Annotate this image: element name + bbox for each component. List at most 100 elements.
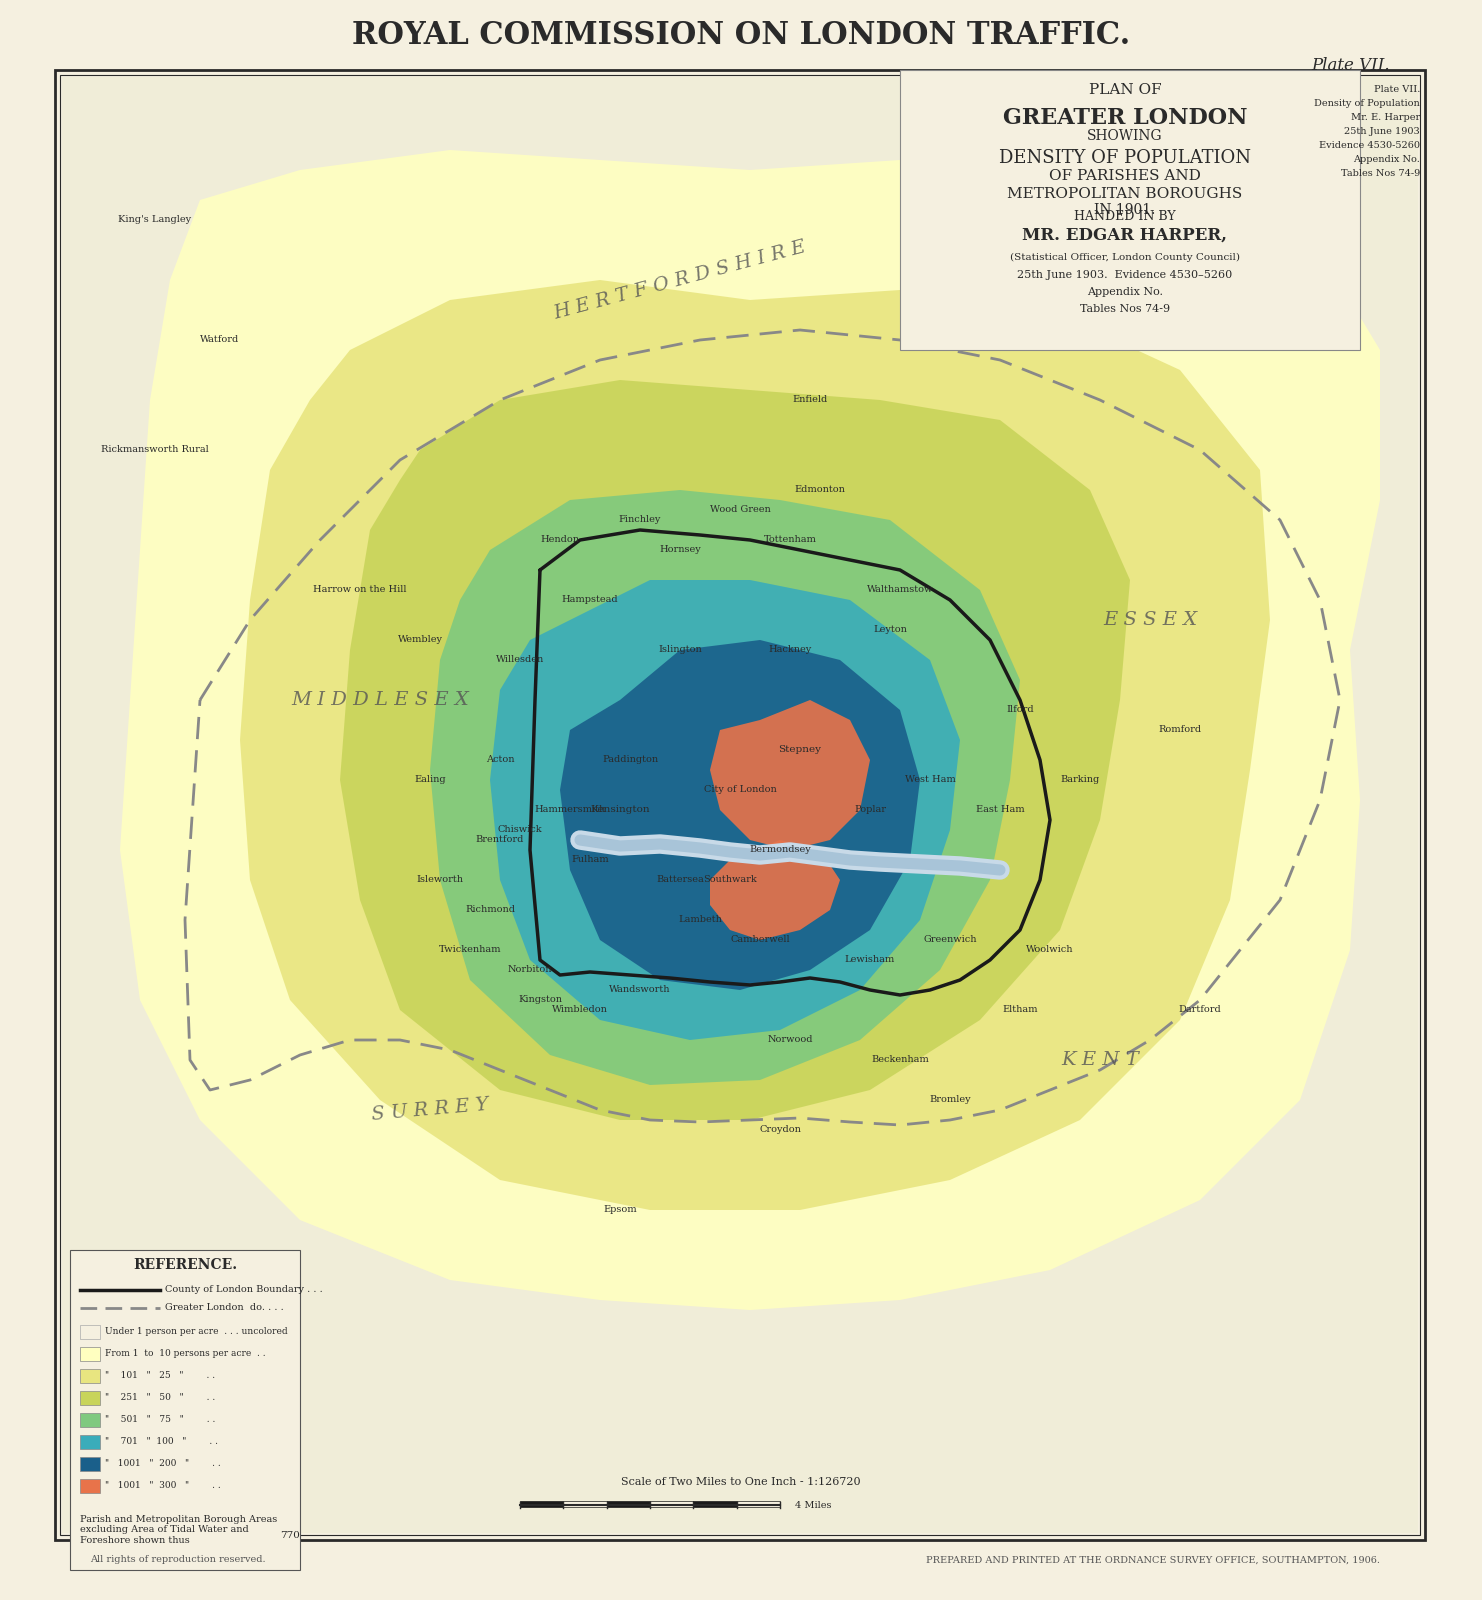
Text: Plate VII.: Plate VII. <box>1312 56 1390 74</box>
Text: Appendix No.: Appendix No. <box>1353 155 1420 165</box>
Polygon shape <box>560 640 920 990</box>
Text: Ilford: Ilford <box>1006 706 1034 715</box>
Polygon shape <box>120 150 1380 1310</box>
Text: "    701   "  100   "        . .: " 701 " 100 " . . <box>105 1437 218 1446</box>
Text: Hendon: Hendon <box>541 536 579 544</box>
Text: Parish and Metropolitan Borough Areas
excluding Area of Tidal Water and
Foreshor: Parish and Metropolitan Borough Areas ex… <box>80 1515 277 1546</box>
Bar <box>80 1347 99 1362</box>
Bar <box>694 1501 737 1507</box>
Text: Hackney: Hackney <box>768 645 812 654</box>
Text: Finchley: Finchley <box>619 515 661 525</box>
Text: Evidence 4530-5260: Evidence 4530-5260 <box>1319 141 1420 150</box>
Text: Wood Green: Wood Green <box>710 506 771 515</box>
Text: Woolwich: Woolwich <box>1026 946 1074 955</box>
Text: Eltham: Eltham <box>1002 1005 1037 1014</box>
Text: Battersea: Battersea <box>657 875 704 885</box>
Text: Norwood: Norwood <box>768 1035 812 1045</box>
Text: Ealing: Ealing <box>413 776 446 784</box>
Text: Wandsworth: Wandsworth <box>609 986 671 995</box>
Text: "    251   "   50   "        . .: " 251 " 50 " . . <box>105 1394 215 1403</box>
Text: From 1  to  10 persons per acre  . .: From 1 to 10 persons per acre . . <box>105 1349 265 1358</box>
Polygon shape <box>710 840 840 939</box>
Text: Wembley: Wembley <box>397 635 443 645</box>
Text: "   1001   "  200   "        . .: " 1001 " 200 " . . <box>105 1459 221 1469</box>
Text: Acton: Acton <box>486 755 514 765</box>
Text: Fulham: Fulham <box>571 856 609 864</box>
Text: Mr. E. Harper: Mr. E. Harper <box>1350 114 1420 123</box>
Text: "   1001   "  300   "        . .: " 1001 " 300 " . . <box>105 1482 221 1491</box>
Text: Enfield: Enfield <box>793 395 827 405</box>
Text: Tables Nos 74-9: Tables Nos 74-9 <box>1341 170 1420 179</box>
Text: Stepney: Stepney <box>778 746 821 755</box>
Text: West Ham: West Ham <box>904 776 956 784</box>
Text: Greater London  do. . . .: Greater London do. . . . <box>165 1304 283 1312</box>
Text: Beckenham: Beckenham <box>871 1056 929 1064</box>
Text: Romford: Romford <box>1159 725 1202 734</box>
Text: Scale of Two Miles to One Inch - 1:126720: Scale of Two Miles to One Inch - 1:12672… <box>621 1477 861 1486</box>
Bar <box>651 1501 694 1507</box>
Text: Richmond: Richmond <box>465 906 516 915</box>
Bar <box>563 1501 606 1507</box>
Text: Lambeth: Lambeth <box>679 915 722 925</box>
Text: Hornsey: Hornsey <box>659 546 701 555</box>
Text: 4 Miles: 4 Miles <box>794 1501 831 1509</box>
Text: Brentford: Brentford <box>476 835 525 845</box>
Text: PREPARED AND PRINTED AT THE ORDNANCE SURVEY OFFICE, SOUTHAMPTON, 1906.: PREPARED AND PRINTED AT THE ORDNANCE SUR… <box>926 1555 1380 1565</box>
Text: Southwark: Southwark <box>702 875 757 885</box>
Text: All rights of reproduction reserved.: All rights of reproduction reserved. <box>90 1555 265 1565</box>
Polygon shape <box>240 280 1270 1210</box>
Text: Lewisham: Lewisham <box>845 955 895 965</box>
Text: King's Langley: King's Langley <box>119 216 191 224</box>
Text: Bromley: Bromley <box>929 1096 971 1104</box>
Text: Walthamstow: Walthamstow <box>867 586 934 595</box>
Text: M I D D L E S E X: M I D D L E S E X <box>290 691 468 709</box>
Text: Wimbledon: Wimbledon <box>553 1005 608 1014</box>
Text: Barking: Barking <box>1061 776 1100 784</box>
Text: Norbiton: Norbiton <box>508 965 553 974</box>
Text: Leyton: Leyton <box>873 626 907 635</box>
Bar <box>80 1435 99 1450</box>
Text: S U R R E Y: S U R R E Y <box>370 1096 489 1125</box>
Text: Watford: Watford <box>200 336 240 344</box>
Bar <box>80 1325 99 1339</box>
Text: (Statistical Officer, London County Council): (Statistical Officer, London County Coun… <box>1011 253 1240 262</box>
Text: Dartford: Dartford <box>1178 1005 1221 1014</box>
Text: Willesden: Willesden <box>496 656 544 664</box>
Text: Poplar: Poplar <box>854 805 886 814</box>
Text: ROYAL COMMISSION ON LONDON TRAFFIC.: ROYAL COMMISSION ON LONDON TRAFFIC. <box>351 19 1131 51</box>
Text: Twickenham: Twickenham <box>439 946 501 955</box>
Text: REFERENCE.: REFERENCE. <box>133 1258 237 1272</box>
Polygon shape <box>491 579 960 1040</box>
Bar <box>900 70 1360 350</box>
Text: Kingston: Kingston <box>519 995 562 1005</box>
Text: Hammersmith: Hammersmith <box>535 805 606 814</box>
Text: H E R T F O R D S H I R E: H E R T F O R D S H I R E <box>551 237 808 323</box>
Text: 770: 770 <box>280 1531 299 1539</box>
Text: SHOWING: SHOWING <box>1088 130 1163 142</box>
Text: Isleworth: Isleworth <box>416 875 464 885</box>
Text: DENSITY OF POPULATION: DENSITY OF POPULATION <box>999 149 1251 166</box>
Text: Hampstead: Hampstead <box>562 595 618 605</box>
Bar <box>80 1370 99 1382</box>
Text: METROPOLITAN BOROUGHS: METROPOLITAN BOROUGHS <box>1008 187 1242 202</box>
Text: Tottenham: Tottenham <box>763 536 817 544</box>
Bar <box>70 1250 299 1570</box>
Text: Kensington: Kensington <box>590 805 649 814</box>
Text: Paddington: Paddington <box>602 755 658 765</box>
Text: Islington: Islington <box>658 645 702 654</box>
Polygon shape <box>339 379 1129 1120</box>
Text: Epsom: Epsom <box>603 1205 637 1214</box>
Text: City of London: City of London <box>704 786 777 795</box>
Text: MR. EDGAR HARPER,: MR. EDGAR HARPER, <box>1023 227 1227 243</box>
Text: 25th June 1903.  Evidence 4530–5260: 25th June 1903. Evidence 4530–5260 <box>1017 270 1233 280</box>
Bar <box>80 1458 99 1470</box>
Polygon shape <box>710 701 870 850</box>
Bar <box>520 1501 563 1507</box>
Text: Chiswick: Chiswick <box>498 826 542 835</box>
Bar <box>737 1501 780 1507</box>
Text: 25th June 1903: 25th June 1903 <box>1344 128 1420 136</box>
Text: Greenwich: Greenwich <box>923 936 977 944</box>
Bar <box>80 1390 99 1405</box>
Text: Camberwell: Camberwell <box>731 936 790 944</box>
Text: "    101   "   25   "        . .: " 101 " 25 " . . <box>105 1371 215 1381</box>
